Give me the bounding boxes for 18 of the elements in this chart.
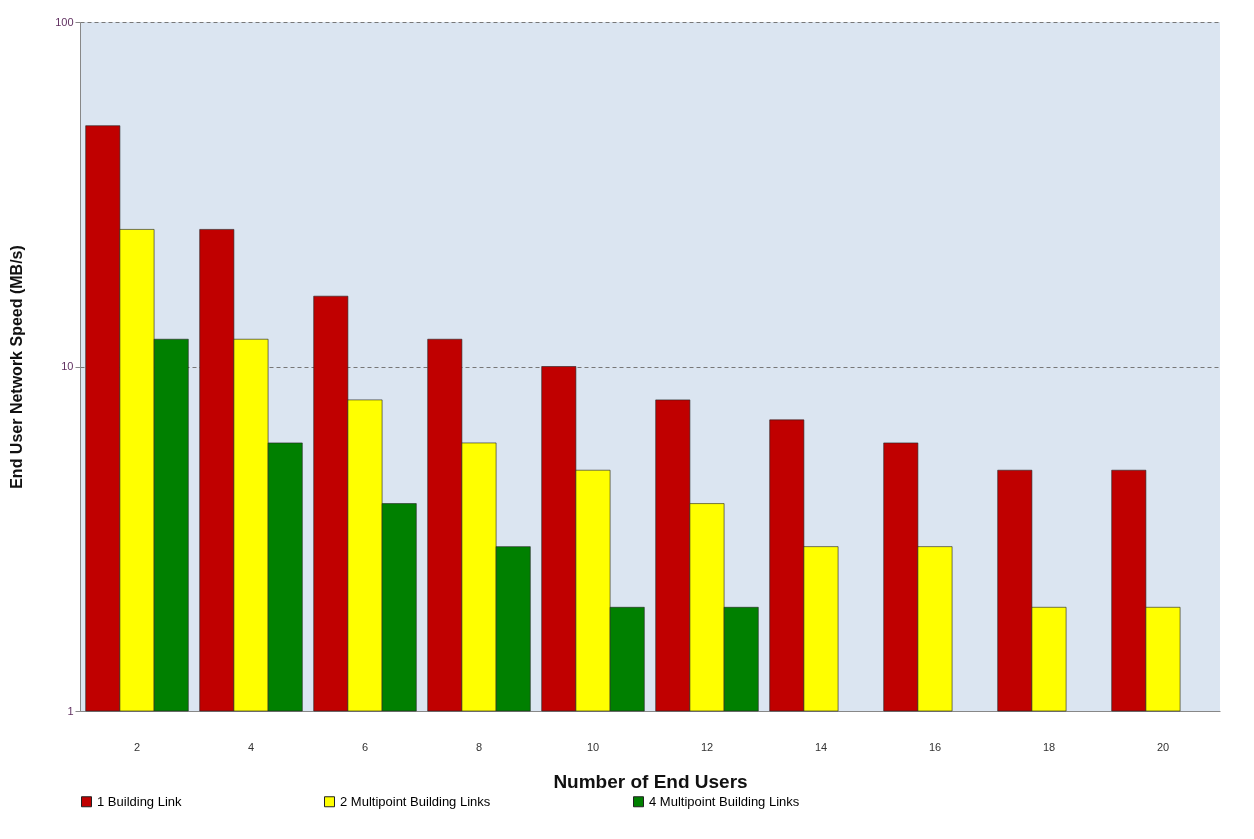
x-tick-label: 16: [928, 740, 942, 753]
y-tick-label: 1: [67, 704, 74, 717]
x-tick-label: 8: [475, 740, 483, 753]
x-tick-label: 18: [1042, 740, 1056, 753]
x-tick-label: 2: [133, 740, 141, 753]
y-axis-title: End User Network Speed (MB/s): [8, 245, 26, 489]
x-tick-label: 4: [247, 740, 255, 753]
y-tick-label: 10: [61, 360, 74, 372]
x-tick-label: 6: [361, 740, 369, 753]
x-axis-title: Number of End Users: [553, 770, 748, 792]
legend-label: 4 Multipoint Building Links: [649, 793, 800, 809]
y-tick-label: 100: [55, 15, 74, 28]
x-tick-label: 10: [586, 740, 600, 753]
x-tick-label: 14: [814, 740, 828, 753]
x-tick-label: 20: [1156, 740, 1170, 753]
legend-label: 1 Building Link: [97, 793, 183, 809]
legend-label: 2 Multipoint Building Links: [340, 793, 491, 809]
x-tick-label: 12: [700, 740, 714, 753]
